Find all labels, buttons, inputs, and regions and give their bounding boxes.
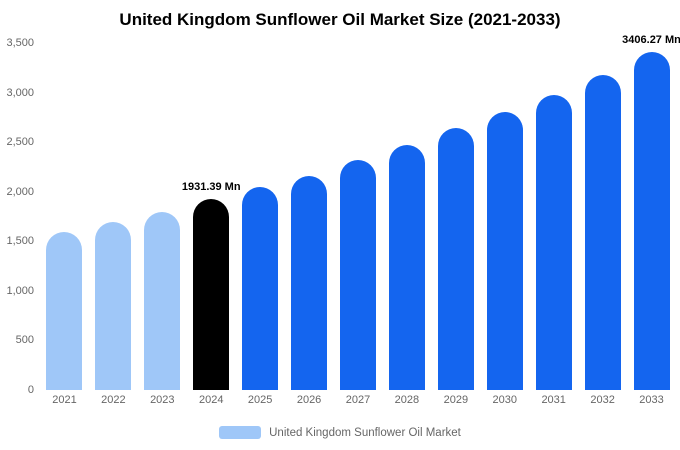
bar-cell <box>89 43 138 390</box>
y-tick-label: 3,000 <box>6 86 34 99</box>
y-tick-label: 2,000 <box>6 185 34 198</box>
bar-cell <box>138 43 187 390</box>
y-axis: 0 500 1,000 1,500 2,000 2,500 3,000 3,500 <box>0 37 38 396</box>
chart-title: United Kingdom Sunflower Oil Market Size… <box>119 10 561 29</box>
bar-cell <box>431 43 480 390</box>
bar-cell <box>529 43 578 390</box>
x-axis-label-2028: 2028 <box>394 394 420 406</box>
bar-cell: 3406.27 Mn <box>622 34 680 390</box>
bar-2027 <box>339 160 376 390</box>
x-axis-label-2029: 2029 <box>443 394 469 406</box>
plot-area: 0 500 1,000 1,500 2,000 2,500 3,000 3,500 1931.… <box>0 34 680 396</box>
x-axis-label-2031: 2031 <box>541 394 566 406</box>
x-axis-label-2024: 2024 <box>198 394 224 406</box>
y-tick-label: 0 <box>27 384 34 396</box>
x-axis-label-2027: 2027 <box>345 394 371 406</box>
legend[interactable]: United Kingdom Sunflower Oil Market <box>0 426 680 439</box>
x-axis-label-2022: 2022 <box>101 394 126 406</box>
x-axis-label-2026: 2026 <box>296 394 322 406</box>
bar-2021 <box>46 232 83 390</box>
bar-cell <box>480 43 529 390</box>
y-tick-label: 3,500 <box>6 37 34 49</box>
x-axis-label-2032: 2032 <box>590 394 615 406</box>
x-axis-label-2030: 2030 <box>492 394 517 406</box>
bar-2032 <box>584 75 621 390</box>
x-axis-label-2023: 2023 <box>150 394 175 406</box>
legend-label: United Kingdom Sunflower Oil Market <box>269 426 461 439</box>
x-axis-label-2025: 2025 <box>247 394 273 406</box>
bar-2024 <box>193 198 230 390</box>
bar-2031 <box>535 95 572 390</box>
bar-value-label: 1931.39 Mn <box>181 180 241 193</box>
bar-value-label: 3406.27 Mn <box>622 34 680 47</box>
bar-cell <box>334 43 383 390</box>
y-tick-label: 1,500 <box>6 235 34 248</box>
bar-cell <box>236 43 285 390</box>
bar-2033 <box>633 52 670 390</box>
bar-2022 <box>95 221 132 390</box>
bar-cell <box>40 43 89 390</box>
bar-2023 <box>144 211 181 390</box>
x-axis: 2021 2022 2023 2024 2025 2026 2027 2028 2029 2030… <box>40 394 676 406</box>
bar-cell <box>578 43 627 390</box>
y-tick-label: 2,500 <box>6 136 34 149</box>
bar-2029 <box>437 128 474 390</box>
y-tick-label: 1,000 <box>6 284 34 297</box>
y-tick-label: 500 <box>15 334 34 347</box>
bar-2028 <box>388 145 425 390</box>
bar-cell: 1931.39 Mn <box>182 43 241 390</box>
bar-2030 <box>486 112 523 390</box>
bar-cell <box>382 43 431 390</box>
bar-2025 <box>242 187 279 390</box>
legend-swatch-icon <box>219 426 262 439</box>
bar-cell <box>285 43 334 390</box>
bars-area: 1931.39 Mn 3406.27 Mn <box>40 34 680 390</box>
bar-2026 <box>291 175 328 390</box>
x-axis-label-2033: 2033 <box>639 394 664 406</box>
x-axis-label-2021: 2021 <box>52 394 77 406</box>
